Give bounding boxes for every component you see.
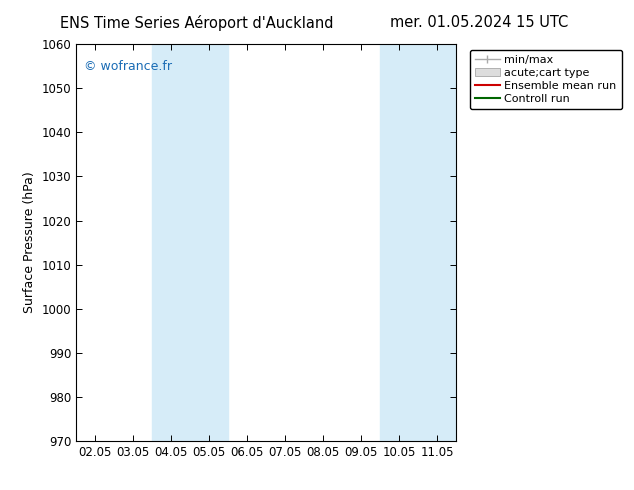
Bar	[190, 44, 228, 441]
Bar	[152, 44, 190, 441]
Text: ENS Time Series Aéroport d'Auckland: ENS Time Series Aéroport d'Auckland	[60, 15, 333, 31]
Y-axis label: Surface Pressure (hPa): Surface Pressure (hPa)	[23, 172, 36, 314]
Text: mer. 01.05.2024 15 UTC: mer. 01.05.2024 15 UTC	[389, 15, 568, 30]
Text: © wofrance.fr: © wofrance.fr	[84, 60, 172, 73]
Legend: min/max, acute;cart type, Ensemble mean run, Controll run: min/max, acute;cart type, Ensemble mean …	[470, 49, 622, 109]
Bar	[418, 44, 456, 441]
Bar	[380, 44, 418, 441]
